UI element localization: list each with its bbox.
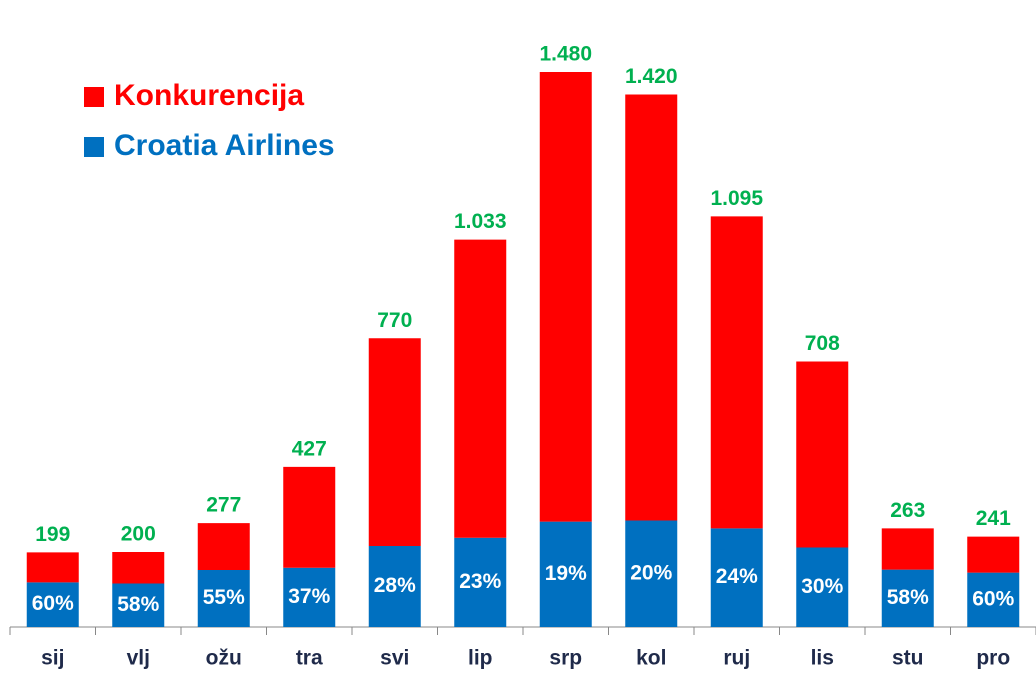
bar-segment: [796, 361, 849, 548]
total-label: 277: [206, 494, 241, 517]
x-tick-label: sij: [41, 647, 64, 670]
bar-segment: [539, 521, 592, 627]
bar-segment: [454, 239, 507, 538]
legend-label: Konkurencija: [114, 79, 304, 112]
x-tick-label: svi: [380, 647, 409, 670]
bar-segment: [112, 583, 165, 627]
share-label: 23%: [459, 570, 501, 593]
total-label: 1.480: [539, 43, 592, 66]
x-tick-label: lip: [468, 647, 493, 670]
x-tick-label: lis: [811, 647, 834, 670]
x-tick-label: tra: [296, 647, 323, 670]
share-label: 20%: [630, 561, 672, 584]
bar-segment: [26, 582, 79, 627]
bar-segment: [539, 72, 592, 522]
x-tick-label: vlj: [127, 647, 150, 670]
total-label: 1.033: [454, 210, 507, 233]
x-tick-label: ruj: [723, 647, 750, 670]
legend-label: Croatia Airlines: [114, 129, 335, 162]
x-tick-label: stu: [892, 647, 924, 670]
total-label: 241: [976, 507, 1011, 530]
bar-segment: [454, 537, 507, 627]
bar-segment: [283, 466, 336, 568]
bar-segment: [368, 338, 421, 546]
legend-swatch: [84, 137, 104, 157]
bar-segment: [625, 520, 678, 627]
bar-segment: [368, 546, 421, 627]
bar-segment: [283, 567, 336, 627]
total-label: 708: [805, 332, 840, 355]
total-label: 770: [377, 309, 412, 332]
bar-segment: [967, 536, 1020, 573]
bar-segment: [881, 569, 934, 627]
bar-segment: [967, 572, 1020, 627]
x-tick-label: kol: [636, 647, 666, 670]
bar-segment: [710, 528, 763, 627]
share-label: 28%: [374, 574, 416, 597]
x-tick-label: pro: [976, 647, 1010, 670]
share-label: 19%: [545, 562, 587, 585]
legend-swatch: [84, 87, 104, 107]
total-label: 199: [35, 523, 70, 546]
share-label: 58%: [887, 586, 929, 609]
share-label: 24%: [716, 565, 758, 588]
share-label: 30%: [801, 575, 843, 598]
share-label: 60%: [32, 592, 74, 615]
total-label: 1.420: [625, 65, 678, 88]
total-label: 427: [292, 437, 327, 460]
bar-segment: [197, 523, 250, 570]
x-tick-label: srp: [549, 647, 582, 670]
bar-segment: [26, 552, 79, 583]
bar-segment: [112, 552, 165, 584]
x-tick-label: ožu: [206, 647, 242, 670]
share-label: 58%: [117, 593, 159, 616]
share-label: 60%: [972, 587, 1014, 610]
bar-segment: [881, 528, 934, 570]
total-label: 1.095: [710, 187, 763, 210]
share-label: 37%: [288, 585, 330, 608]
bar-segment: [625, 94, 678, 521]
total-label: 200: [121, 523, 156, 546]
bar-segment: [796, 547, 849, 627]
bar-segment: [197, 570, 250, 627]
share-label: 55%: [203, 586, 245, 609]
bar-segment: [710, 216, 763, 529]
total-label: 263: [890, 499, 925, 522]
